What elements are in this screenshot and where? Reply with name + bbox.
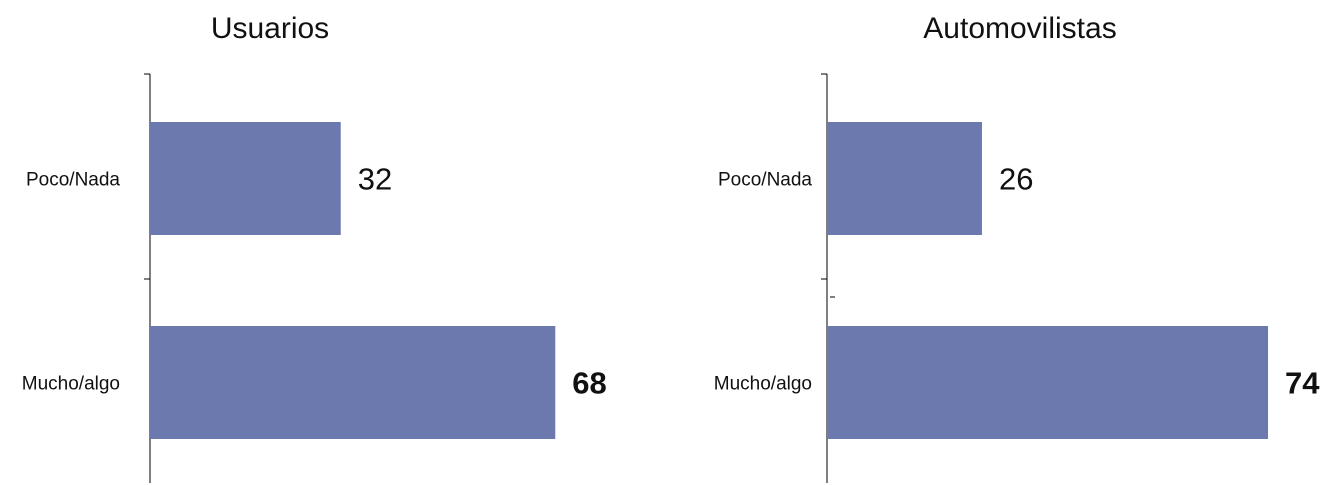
category-label: Mucho/algo	[714, 374, 812, 395]
category-label: Poco/Nada	[26, 170, 120, 191]
bar	[150, 326, 556, 439]
chart-usuarios: Usuarios Poco/Nada 32 Mucho/algo 68	[22, 12, 607, 483]
category-label: Mucho/algo	[22, 374, 120, 395]
value-label: 32	[358, 162, 392, 197]
value-label: 68	[572, 366, 606, 401]
bar	[827, 326, 1269, 439]
value-label: 26	[999, 162, 1033, 197]
chart-title: Usuarios	[211, 12, 329, 45]
category-label: Poco/Nada	[718, 170, 812, 191]
bar	[150, 122, 341, 235]
chart-title: Automovilistas	[923, 12, 1116, 45]
value-label: 74	[1285, 366, 1320, 401]
bar	[827, 122, 982, 235]
chart-automovilistas: Automovilistas Poco/Nada 26 Mucho/algo 74	[714, 12, 1320, 483]
